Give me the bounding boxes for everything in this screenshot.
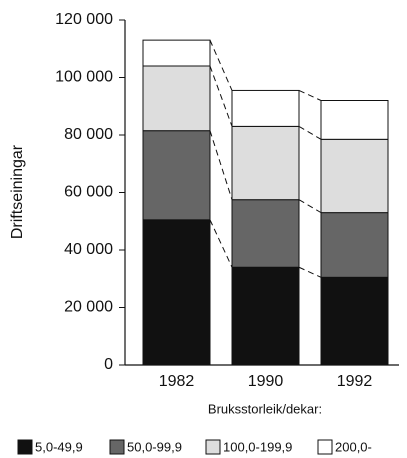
bar-segment: [231, 199, 300, 268]
legend-swatch: [17, 439, 33, 455]
y-tick-label: 60 000: [64, 184, 113, 201]
legend-label: 100,0-199,9: [223, 439, 292, 454]
legend-label: 50,0-99,9: [127, 439, 182, 454]
connector: [298, 266, 322, 278]
bar-segment: [320, 100, 389, 140]
connector: [209, 130, 233, 200]
y-tick-label: 0: [104, 356, 113, 373]
x-tick-label: 1982: [159, 373, 195, 390]
legend-swatch: [109, 439, 125, 455]
bar-segment: [142, 39, 211, 67]
y-tick-label: 80 000: [64, 126, 113, 143]
y-tick-label: 100 000: [55, 69, 113, 86]
bar-segment: [142, 130, 211, 221]
y-tick-label: 20 000: [64, 299, 113, 316]
bar-segment: [142, 65, 211, 132]
x-tick-label: 1990: [248, 373, 284, 390]
y-tick-label: 40 000: [64, 241, 113, 258]
legend-label: 5,0-49,9: [35, 439, 83, 454]
bar-segment: [231, 266, 300, 366]
bar-segment: [320, 276, 389, 366]
x-tick-label: 1992: [337, 373, 373, 390]
y-axis-title: Driftseiningar: [9, 144, 26, 239]
legend-swatch: [205, 439, 221, 455]
bar-segment: [231, 125, 300, 201]
connector: [298, 199, 322, 214]
connector: [209, 39, 233, 91]
connector: [209, 219, 233, 268]
legend-swatch: [317, 439, 333, 455]
bar-segment: [320, 212, 389, 278]
bar-segment: [142, 219, 211, 366]
connector: [298, 89, 322, 101]
connector: [298, 125, 322, 140]
legend-label: 200,0-: [335, 439, 372, 454]
bar-segment: [320, 138, 389, 214]
bar-segment: [231, 89, 300, 127]
y-tick-label: 120 000: [55, 11, 113, 28]
connector: [209, 65, 233, 127]
x-axis-title: Bruksstorleik/dekar:: [208, 401, 322, 416]
